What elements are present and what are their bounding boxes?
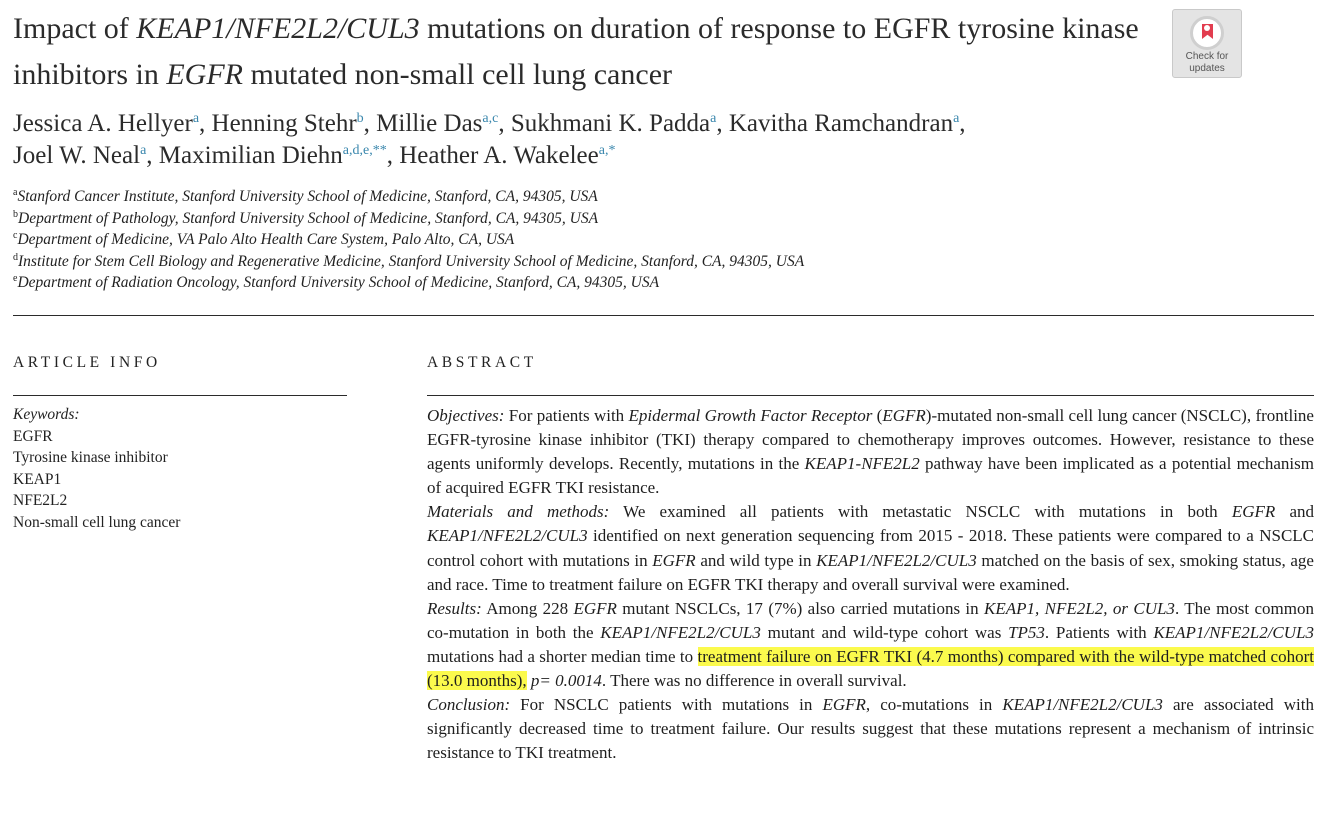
abstract-text: pathway have been implicated as a potent… <box>427 454 1314 498</box>
abstract-text: EGFR <box>882 406 926 425</box>
affiliation-line: aStanford Cancer Institute, Stanford Uni… <box>13 186 1013 208</box>
affiliation-text: Department of Radiation Oncology, Stanfo… <box>17 274 660 292</box>
abstract-text: identified on next generation sequencing… <box>427 526 1314 570</box>
affiliation-line: bDepartment of Pathology, Stanford Unive… <box>13 208 1013 230</box>
author-affiliation-link[interactable]: a <box>192 111 200 126</box>
abstract-text: are associated with significantly decrea… <box>427 695 1314 763</box>
abstract-text: ( <box>872 406 883 425</box>
abstract-section: Conclusion: For NSCLC patients with muta… <box>427 693 1314 765</box>
abstract-text: KEAP1, NFE2L2, or CUL3 <box>984 598 1175 618</box>
affiliation-text: Institute for Stem Cell Biology and Rege… <box>18 252 805 270</box>
keywords-label: Keywords: <box>13 406 80 423</box>
affiliation-text: Stanford Cancer Institute, Stanford Univ… <box>17 188 598 205</box>
affiliation-line: dInstitute for Stem Cell Biology and Reg… <box>13 251 1013 273</box>
author-name: Sukhmani K. Padda <box>510 110 711 137</box>
abstract-section: Objectives: For patients with Epidermal … <box>427 404 1314 500</box>
abstract-text: and wild type in <box>695 550 817 570</box>
abstract-text: , co-mutations in <box>865 695 1003 715</box>
abstract-text: KEAP1/NFE2L2/CUL3 <box>1002 695 1163 715</box>
affiliation-marker: a <box>13 187 18 198</box>
affiliation-text: Department of Pathology, Stanford Univer… <box>18 209 599 227</box>
affiliation-marker: b <box>13 208 18 220</box>
article-info-divider <box>13 395 347 396</box>
keyword-item: EGFR <box>13 427 53 445</box>
abstract-section-label: Results: <box>427 598 482 618</box>
abstract-text: p= 0.0014 <box>530 671 602 691</box>
abstract-text: Epidermal Growth Factor Receptor <box>628 406 873 425</box>
author-affiliation-link[interactable]: a,c <box>482 111 499 126</box>
affiliation-text: Department of Medicine, VA Palo Alto Hea… <box>17 231 515 249</box>
badge-line-1: Check for <box>1185 51 1229 62</box>
article-title: Impact of KEAP1/NFE2L2/CUL3 mutations on… <box>13 6 1143 98</box>
author-name: Millie Das <box>376 110 483 137</box>
abstract-divider <box>427 395 1314 396</box>
abstract-text: Among 228 <box>481 598 574 618</box>
author-name: Heather A. Wakelee <box>399 142 599 169</box>
abstract-text: For patients with <box>504 406 629 425</box>
author-name: Kavitha Ramchandran <box>728 110 954 137</box>
bookmark-icon <box>1190 16 1224 50</box>
title-segment: mutations on duration of response to EGF… <box>13 12 1139 91</box>
abstract-text: KEAP1/NFE2L2/CUL3 <box>600 622 761 642</box>
keyword-item: KEAP1 <box>13 470 62 488</box>
affiliation-list: aStanford Cancer Institute, Stanford Uni… <box>13 186 1013 294</box>
abstract-text: KEAP1/NFE2L2/CUL3 <box>816 550 977 570</box>
title-segment: EGFR <box>166 58 243 91</box>
title-segment: Impact of <box>13 12 137 45</box>
abstract-text: and <box>1275 502 1315 522</box>
author-name: Jessica A. Hellyer <box>13 110 193 137</box>
keywords-block: Keywords: EGFR Tyrosine kinase inhibitor K… <box>13 404 343 534</box>
author-name: Henning Stehr <box>211 110 357 137</box>
author-name: Joel W. Neal <box>13 142 141 169</box>
author-list: Jessica A. Hellyera, Henning Stehrb, Mil… <box>13 110 966 169</box>
keyword-item: Non-small cell lung cancer <box>13 513 181 531</box>
keywords-list: EGFR Tyrosine kinase inhibitor KEAP1 NFE2L2… <box>13 426 343 534</box>
author-affiliation-link[interactable]: a <box>953 111 960 126</box>
abstract-section-label: Conclusion: <box>427 695 511 715</box>
abstract-body: Objectives: For patients with Epidermal … <box>427 404 1314 765</box>
badge-line-2: updates <box>1189 63 1225 74</box>
check-for-updates-badge[interactable]: Check for updates <box>1172 9 1242 78</box>
affiliation-line: eDepartment of Radiation Oncology, Stanf… <box>13 272 1013 294</box>
author-affiliation-link[interactable]: a <box>710 111 717 126</box>
abstract-text: KEAP1-NFE2L2 <box>804 454 920 474</box>
title-segment: KEAP1/NFE2L2/CUL3 <box>136 12 420 45</box>
abstract-text: . There was no difference in overall sur… <box>601 671 907 691</box>
abstract-text: TP53 <box>1008 622 1045 642</box>
abstract-text: We examined all patients with metastatic… <box>609 502 1232 522</box>
abstract-section-label: Objectives: <box>427 406 505 425</box>
abstract-text: For NSCLC patients with mutations in <box>510 695 823 715</box>
abstract-text: EGFR <box>652 550 696 570</box>
affiliation-marker: c <box>13 230 18 242</box>
abstract-text: mutant NSCLCs, 17 (7%) also carried muta… <box>616 598 985 618</box>
header-divider <box>13 315 1314 316</box>
abstract-text: mutant and wild-type cohort was <box>760 622 1009 642</box>
abstract-text: mutations had a shorter median time to <box>427 646 698 666</box>
abstract-text: . Patients with <box>1044 622 1154 642</box>
affiliation-marker: d <box>13 251 18 263</box>
abstract-section-label: Materials and methods: <box>427 502 610 522</box>
abstract-section: Materials and methods: We examined all p… <box>427 500 1314 596</box>
affiliation-marker: e <box>13 273 18 285</box>
abstract-text: EGFR <box>1231 502 1276 522</box>
author-affiliation-link[interactable]: a <box>140 143 147 158</box>
title-segment: mutated non-small cell lung cancer <box>242 58 672 91</box>
keyword-item: Tyrosine kinase inhibitor <box>13 449 168 467</box>
abstract-text: matched on the basis of sex, smoking sta… <box>427 550 1314 594</box>
affiliation-line: cDepartment of Medicine, VA Palo Alto He… <box>13 229 1013 251</box>
author-affiliation-link[interactable]: a,d,e,** <box>342 143 387 158</box>
abstract-text: EGFR <box>822 695 866 715</box>
author-name: Maximilian Diehn <box>158 142 343 169</box>
abstract-text: )-mutated non-small cell lung cancer (NS… <box>427 406 1314 474</box>
abstract-text: EGFR <box>573 598 617 618</box>
abstract-text: . The most common co-mutation in both th… <box>427 598 1315 642</box>
article-info-heading: ARTICLE INFO <box>13 354 161 371</box>
abstract-heading: ABSTRACT <box>427 354 537 371</box>
author-affiliation-link[interactable]: a,* <box>598 143 616 158</box>
abstract-text: KEAP1/NFE2L2/CUL3 <box>427 526 588 546</box>
abstract-section: Results: Among 228 EGFR mutant NSCLCs, 1… <box>427 597 1314 693</box>
abstract-text: KEAP1/NFE2L2/CUL3 <box>1153 622 1314 642</box>
keyword-item: NFE2L2 <box>13 492 68 510</box>
author-affiliation-link[interactable]: b <box>356 111 364 126</box>
